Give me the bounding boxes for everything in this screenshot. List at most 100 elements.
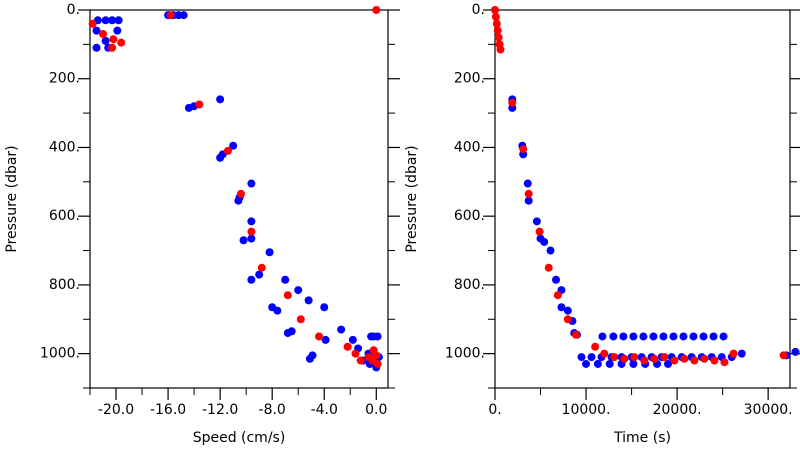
plot-frame	[89, 9, 389, 389]
point	[600, 349, 609, 358]
point	[536, 234, 545, 243]
point	[639, 332, 648, 341]
point	[660, 353, 669, 362]
point	[255, 270, 264, 279]
x-tick-label: -16.0	[150, 402, 186, 418]
y-tick-label: 600.	[454, 208, 485, 224]
x-axis-label: Time (s)	[613, 430, 671, 446]
point	[619, 332, 628, 341]
point	[593, 359, 602, 368]
point	[108, 43, 117, 52]
point	[650, 354, 659, 363]
point	[247, 227, 256, 236]
point	[572, 330, 581, 339]
point	[729, 349, 738, 358]
point	[239, 236, 248, 245]
plot-frame	[494, 9, 791, 389]
point	[283, 291, 292, 300]
series	[88, 6, 382, 368]
x-axis-label: Speed (cm/s)	[193, 430, 286, 446]
series	[92, 11, 383, 372]
point	[247, 275, 256, 284]
point	[337, 325, 346, 334]
y-tick-label: 200.	[454, 71, 485, 87]
point	[689, 332, 698, 341]
point	[92, 26, 101, 35]
point	[491, 6, 499, 14]
point	[737, 349, 746, 358]
point	[591, 342, 600, 351]
point	[610, 353, 619, 362]
point	[351, 349, 360, 358]
point	[659, 332, 668, 341]
point	[114, 16, 123, 25]
point	[372, 6, 381, 14]
point	[236, 189, 245, 198]
point	[629, 332, 638, 341]
point	[108, 16, 117, 25]
point	[294, 286, 303, 295]
x-tick-label: 0.0	[365, 402, 387, 418]
x-tick-label: 0.	[488, 402, 501, 418]
point	[587, 353, 596, 362]
point	[257, 263, 266, 272]
x-tick-label: -12.0	[202, 402, 238, 418]
point	[373, 359, 382, 368]
point	[535, 227, 544, 236]
point	[679, 332, 688, 341]
y-axis-label: Pressure (dbar)	[404, 145, 420, 252]
point	[710, 356, 719, 365]
point	[492, 19, 501, 28]
point	[304, 296, 313, 305]
point	[629, 359, 638, 368]
x-tick-label: -4.0	[311, 402, 338, 418]
point	[605, 359, 614, 368]
point	[356, 356, 365, 365]
point	[247, 234, 256, 243]
point	[524, 196, 533, 205]
y-tick-label: 200.	[49, 71, 80, 87]
point	[582, 359, 591, 368]
x-tick-label: -8.0	[259, 402, 286, 418]
point	[680, 354, 689, 363]
x-tick-label: 20000.	[653, 402, 702, 418]
point	[99, 30, 108, 39]
point	[343, 342, 352, 351]
point	[195, 100, 204, 109]
point	[229, 141, 238, 150]
point	[320, 303, 329, 312]
y-tick-label: 0.	[472, 2, 485, 18]
point	[524, 189, 533, 198]
point	[305, 354, 314, 363]
point	[494, 33, 503, 42]
point	[101, 36, 110, 45]
point	[113, 26, 122, 35]
y-tick-label: 1000.	[40, 346, 80, 362]
point	[265, 248, 274, 257]
y-tick-label: 600.	[49, 208, 80, 224]
point	[700, 354, 709, 363]
point	[779, 351, 788, 360]
point	[544, 263, 553, 272]
point	[630, 353, 639, 362]
y-axis-label: Pressure (dbar)	[4, 145, 20, 252]
y-tick-label: 400.	[454, 139, 485, 155]
point	[553, 291, 562, 300]
point	[552, 275, 561, 284]
point	[117, 38, 126, 47]
point	[669, 332, 678, 341]
point	[92, 43, 101, 52]
point	[557, 303, 566, 312]
point	[179, 11, 188, 20]
point	[577, 353, 586, 362]
point	[663, 359, 672, 368]
point	[321, 335, 330, 344]
panel: 0. 200. 400. 600. 800. 1000. -20.0 -16.0 -12.0 -8…	[4, 2, 400, 446]
point	[563, 306, 572, 315]
point	[598, 332, 607, 341]
point	[719, 332, 728, 341]
point	[699, 332, 708, 341]
point	[640, 356, 649, 365]
